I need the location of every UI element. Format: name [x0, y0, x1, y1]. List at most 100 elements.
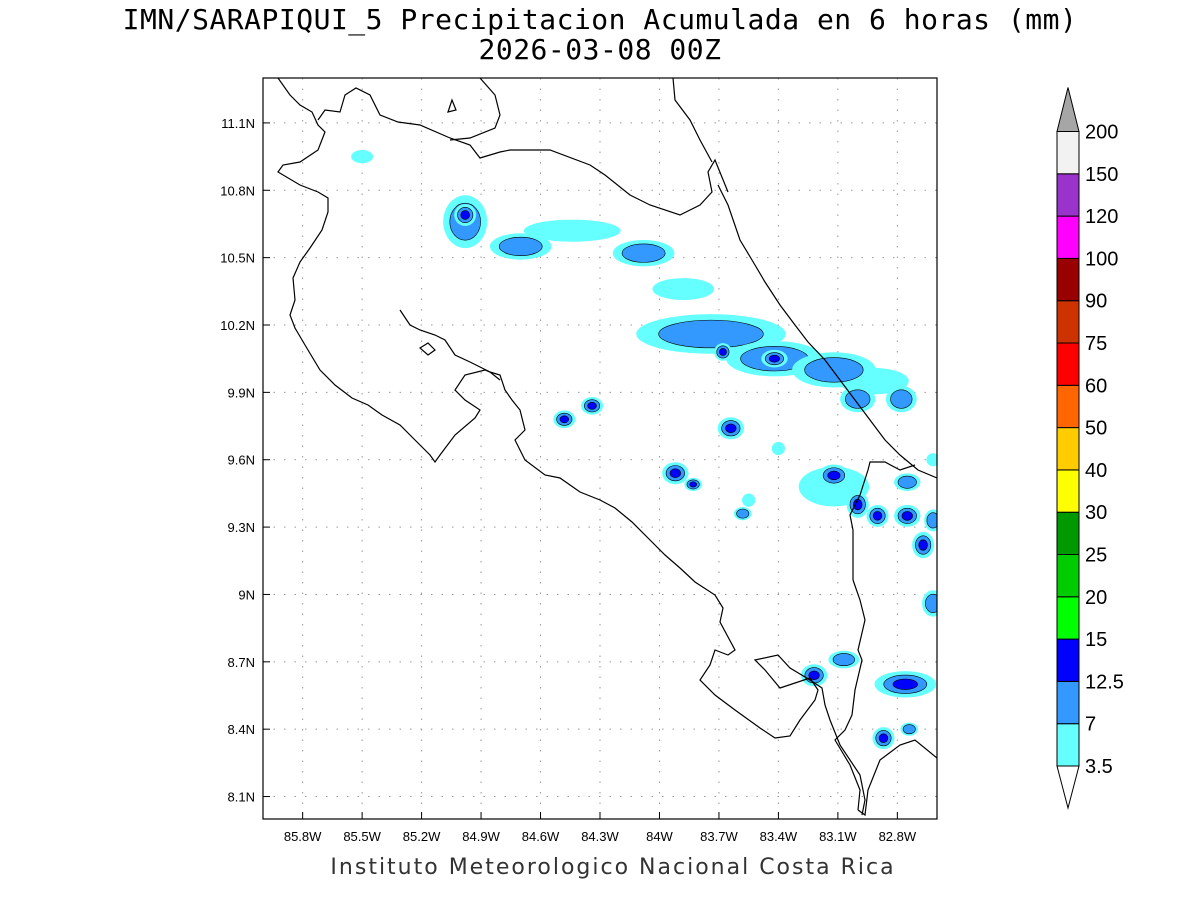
lake-shore-north	[449, 78, 501, 141]
colorbar-label: 25	[1085, 545, 1107, 567]
chira-island	[418, 342, 436, 356]
colorbar-over-triangle	[1056, 87, 1080, 132]
colorbar-swatch	[1056, 469, 1080, 513]
nicoya-inner-coast	[399, 309, 501, 381]
precip-contour	[621, 243, 666, 263]
colorbar-label: 12.5	[1085, 671, 1124, 693]
x-tick-label: 82.8W	[879, 829, 917, 844]
x-tick-label: 83.1W	[819, 829, 857, 844]
colorbar-swatch	[1056, 511, 1080, 556]
colorbar-label: 50	[1085, 418, 1107, 440]
y-tick-label: 8.7N	[228, 655, 255, 670]
ometepe-island	[447, 98, 457, 113]
precip-contour	[926, 512, 937, 529]
latitude-axis: 8.1N 8.4N 8.7N 9N 9.3N 9.6N 9.9N 10.2N 10.5N 10.8…	[220, 116, 270, 805]
precip-contour	[926, 453, 937, 467]
x-tick-label: 85.8W	[284, 829, 322, 844]
y-tick-label: 8.4N	[228, 722, 255, 737]
precip-contour	[897, 475, 917, 489]
x-tick-label: 85.2W	[403, 829, 441, 844]
y-tick-label: 11.1N	[221, 116, 255, 131]
precip-contour	[523, 219, 621, 242]
map-plot-area	[263, 78, 937, 819]
precip-contour	[918, 539, 928, 551]
precip-contour	[689, 481, 697, 488]
x-tick-label: 83.4W	[760, 829, 798, 844]
precip-contour	[658, 319, 764, 349]
colorbar-swatch	[1056, 427, 1080, 471]
precip-contour	[832, 653, 855, 667]
precip-contour	[669, 468, 681, 478]
colorbar-label: 40	[1085, 460, 1107, 482]
y-tick-label: 10.5N	[220, 251, 255, 266]
colorbar-label: 30	[1085, 502, 1107, 524]
colorbar-label: 15	[1085, 629, 1107, 651]
colorbar-swatch	[1056, 554, 1080, 598]
precip-contour	[559, 415, 570, 424]
precip-contour	[587, 402, 597, 410]
colorbar-under-triangle	[1056, 765, 1080, 810]
x-tick-label: 84.6W	[522, 829, 560, 844]
precip-contour	[771, 441, 786, 456]
y-tick-label: 10.8N	[220, 183, 255, 198]
colorbar-label: 150	[1085, 164, 1118, 186]
y-tick-label: 9.9N	[228, 385, 255, 400]
y-tick-label: 8.1N	[228, 790, 255, 805]
precip-contour	[925, 593, 937, 613]
colorbar-label: 120	[1085, 206, 1118, 228]
pacific-coast-north	[277, 78, 866, 816]
colorbar-swatch	[1056, 384, 1080, 429]
colorbar-label: 60	[1085, 375, 1107, 397]
panama-border-south	[834, 579, 866, 811]
precip-contour	[804, 357, 864, 383]
precip-contour	[902, 724, 916, 735]
colorbar-swatch	[1056, 680, 1080, 725]
colorbar-swatch	[1056, 638, 1080, 682]
colorbar-swatch	[1056, 173, 1080, 217]
y-tick-label: 9.6N	[228, 453, 255, 468]
colorbar-label: 75	[1085, 333, 1107, 355]
longitude-axis: 85.8W 85.5W 85.2W 84.9W 84.6W 84.3W 84W 83.7W 83…	[284, 812, 917, 844]
precip-contour	[725, 423, 737, 433]
x-tick-label: 85.5W	[343, 829, 381, 844]
precip-contour	[742, 493, 756, 507]
colorbar-swatch	[1056, 300, 1080, 344]
colorbar-swatch	[1056, 723, 1080, 767]
y-tick-label: 9.3N	[228, 520, 255, 535]
map-title: IMN/SARAPIQUI_5 Precipitacion Acumulada …	[122, 3, 1078, 36]
y-tick-label: 9N	[238, 587, 255, 602]
precip-contour	[351, 149, 374, 164]
precip-contour	[498, 236, 543, 256]
precip-contour	[652, 278, 715, 301]
colorbar-label: 20	[1085, 587, 1107, 609]
colorbar-swatch	[1056, 596, 1080, 640]
precip-contour	[719, 348, 727, 356]
y-tick-label: 10.2N	[220, 318, 255, 333]
x-tick-label: 84W	[646, 829, 673, 844]
colorbar-swatch	[1056, 342, 1080, 386]
precip-contour	[901, 511, 913, 521]
graticule-grid	[263, 78, 937, 819]
burica-peninsula	[857, 739, 937, 817]
x-tick-label: 84.3W	[581, 829, 619, 844]
x-tick-label: 84.9W	[462, 829, 500, 844]
precip-contour	[768, 354, 781, 363]
colorbar-label: 200	[1085, 122, 1118, 144]
precip-contour	[827, 470, 841, 481]
colorbar-label: 7	[1085, 714, 1096, 736]
map-valid-time: 2026-03-08 00Z	[478, 33, 722, 66]
x-tick-label: 83.7W	[700, 829, 738, 844]
coastline-borders	[277, 78, 937, 817]
san-juan-river	[672, 78, 713, 163]
precip-contour	[892, 678, 918, 690]
colorbar-swatch	[1056, 131, 1080, 175]
precip-contour	[890, 389, 913, 409]
precip-contour	[872, 511, 883, 521]
colorbar-swatch	[1056, 257, 1080, 302]
precip-contour	[808, 670, 820, 680]
institution-credit: Instituto Meteorologico Nacional Costa R…	[330, 855, 896, 880]
colorbar-swatch	[1056, 215, 1080, 259]
precip-contour	[878, 733, 889, 743]
colorbar-label: 100	[1085, 248, 1118, 270]
